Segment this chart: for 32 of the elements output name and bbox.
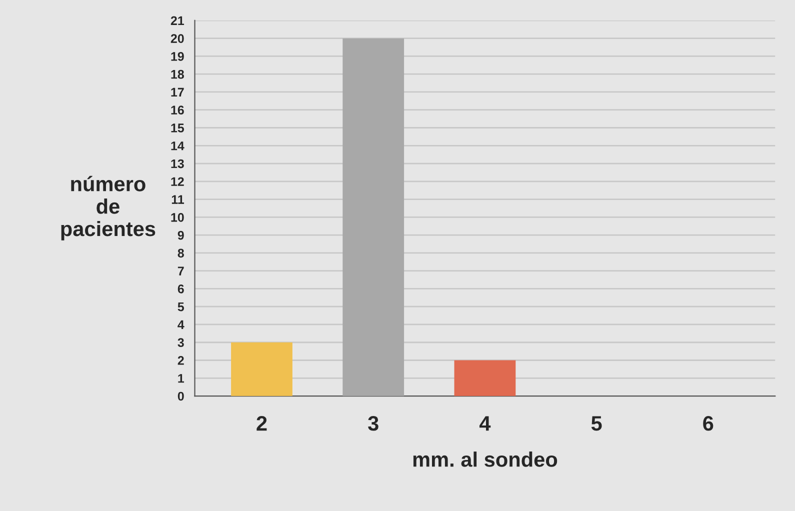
y-tick-label: 4 — [178, 320, 184, 330]
x-tick-label: 3 — [368, 416, 378, 431]
y-tick-label: 2 — [178, 356, 184, 365]
bar — [454, 360, 516, 396]
y-tick-label: 3 — [178, 338, 184, 348]
y-tick-label: 6 — [178, 284, 184, 294]
x-tick-label: 4 — [479, 416, 491, 431]
x-axis-title: mm. al sondeo — [413, 452, 558, 467]
y-tick-label: 19 — [171, 52, 184, 61]
y-tick-label: 14 — [171, 142, 184, 150]
y-axis-title: número de pacientes — [61, 176, 156, 240]
y-tick-label: 21 — [170, 16, 184, 25]
y-tick-label: 9 — [178, 230, 184, 240]
x-tick-label: 2 — [256, 416, 267, 431]
bar — [342, 38, 404, 396]
y-tick-label: 11 — [172, 195, 184, 204]
y-tick-label: 17 — [171, 88, 184, 97]
y-tick-label: 10 — [171, 212, 184, 222]
y-tick-label: 20 — [170, 34, 184, 43]
y-tick-label: 12 — [171, 177, 184, 186]
x-tick-label: 5 — [591, 416, 602, 431]
y-tick-label: 5 — [178, 302, 184, 312]
y-tick-label: 13 — [171, 159, 184, 168]
y-tick-label: 0 — [178, 392, 184, 401]
y-tick-label: 1 — [178, 374, 184, 383]
y-tick-label: 16 — [171, 106, 184, 115]
x-tick-label: 6 — [703, 416, 714, 431]
y-tick-label: 7 — [178, 266, 184, 276]
y-tick-label: 15 — [171, 124, 184, 132]
bar — [231, 342, 292, 396]
y-tick-label: 8 — [178, 248, 184, 258]
y-tick-label: 18 — [171, 70, 184, 79]
